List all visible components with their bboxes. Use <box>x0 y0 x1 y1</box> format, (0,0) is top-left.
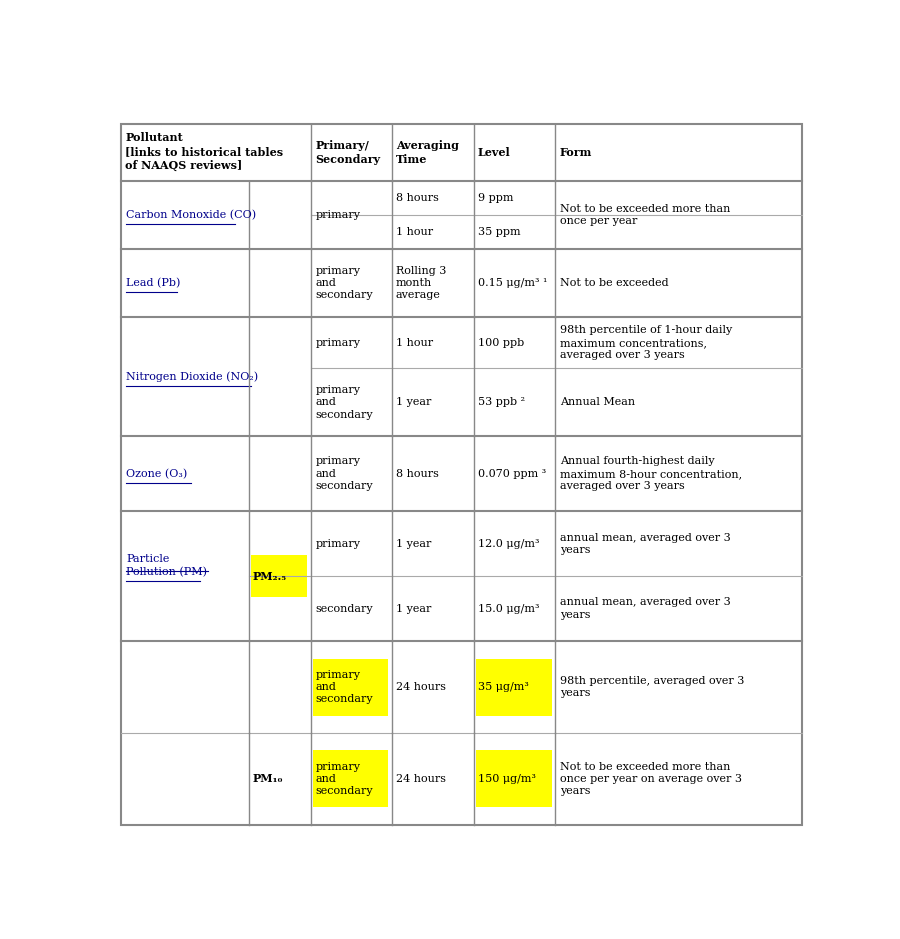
Text: Primary/
Secondary: Primary/ Secondary <box>316 140 381 164</box>
Text: primary: primary <box>316 539 361 548</box>
Text: Rolling 3
month
average: Rolling 3 month average <box>396 266 446 300</box>
Text: 8 hours: 8 hours <box>396 193 438 203</box>
Text: 0.15 μg/m³ ¹: 0.15 μg/m³ ¹ <box>478 278 547 288</box>
Text: Not to be exceeded more than
once per year: Not to be exceeded more than once per ye… <box>560 204 730 226</box>
Text: 24 hours: 24 hours <box>396 682 446 692</box>
Text: Lead (Pb): Lead (Pb) <box>126 278 181 288</box>
Text: PM₁₀: PM₁₀ <box>253 774 284 784</box>
Text: Not to be exceeded more than
once per year on average over 3
years: Not to be exceeded more than once per ye… <box>560 762 742 796</box>
Text: annual mean, averaged over 3
years: annual mean, averaged over 3 years <box>560 597 730 620</box>
Text: Annual Mean: Annual Mean <box>560 397 634 408</box>
Text: secondary: secondary <box>316 604 374 614</box>
Text: primary: primary <box>316 338 361 347</box>
Text: primary
and
secondary: primary and secondary <box>316 266 374 300</box>
Text: primary
and
secondary: primary and secondary <box>316 670 374 704</box>
Text: Nitrogen Dioxide (NO₂): Nitrogen Dioxide (NO₂) <box>126 372 258 382</box>
Text: primary: primary <box>316 210 361 220</box>
Text: 1 year: 1 year <box>396 539 431 548</box>
FancyBboxPatch shape <box>251 556 307 597</box>
Text: 0.070 ppm ³: 0.070 ppm ³ <box>478 469 546 479</box>
Text: 35 ppm: 35 ppm <box>478 227 520 237</box>
FancyBboxPatch shape <box>313 658 388 716</box>
Text: Pollutant
[links to historical tables
of NAAQS reviews]: Pollutant [links to historical tables of… <box>125 132 284 171</box>
Text: 100 ppb: 100 ppb <box>478 338 524 347</box>
Text: 35 μg/m³: 35 μg/m³ <box>478 682 529 692</box>
FancyBboxPatch shape <box>476 658 552 716</box>
Text: 1 hour: 1 hour <box>396 338 433 347</box>
Text: Averaging
Time: Averaging Time <box>396 140 459 164</box>
Text: primary
and
secondary: primary and secondary <box>316 762 374 796</box>
Text: 53 ppb ²: 53 ppb ² <box>478 397 525 408</box>
Text: Carbon Monoxide (CO): Carbon Monoxide (CO) <box>126 210 256 221</box>
Text: Not to be exceeded: Not to be exceeded <box>560 278 668 288</box>
Text: Ozone (O₃): Ozone (O₃) <box>126 469 188 479</box>
Text: annual mean, averaged over 3
years: annual mean, averaged over 3 years <box>560 532 730 555</box>
Text: 1 year: 1 year <box>396 604 431 614</box>
Text: 24 hours: 24 hours <box>396 774 446 784</box>
Text: 15.0 μg/m³: 15.0 μg/m³ <box>478 604 539 614</box>
Text: Annual fourth-highest daily
maximum 8-hour concentration,
averaged over 3 years: Annual fourth-highest daily maximum 8-ho… <box>560 456 742 491</box>
Text: 1 year: 1 year <box>396 397 431 408</box>
Text: 8 hours: 8 hours <box>396 469 438 479</box>
Text: PM₂.₅: PM₂.₅ <box>253 571 287 582</box>
Text: primary
and
secondary: primary and secondary <box>316 456 374 491</box>
FancyBboxPatch shape <box>476 750 552 808</box>
Text: Level: Level <box>478 146 510 158</box>
Text: 1 hour: 1 hour <box>396 227 433 237</box>
Text: Particle
Pollution (PM): Particle Pollution (PM) <box>126 554 207 577</box>
Text: 9 ppm: 9 ppm <box>478 193 514 203</box>
FancyBboxPatch shape <box>313 750 388 808</box>
Text: Form: Form <box>560 146 592 158</box>
Text: 150 μg/m³: 150 μg/m³ <box>478 774 536 784</box>
Text: 12.0 μg/m³: 12.0 μg/m³ <box>478 539 539 548</box>
Text: primary
and
secondary: primary and secondary <box>316 385 374 420</box>
Text: 98th percentile of 1-hour daily
maximum concentrations,
averaged over 3 years: 98th percentile of 1-hour daily maximum … <box>560 325 732 361</box>
Text: 98th percentile, averaged over 3
years: 98th percentile, averaged over 3 years <box>560 676 744 699</box>
FancyBboxPatch shape <box>121 124 802 824</box>
